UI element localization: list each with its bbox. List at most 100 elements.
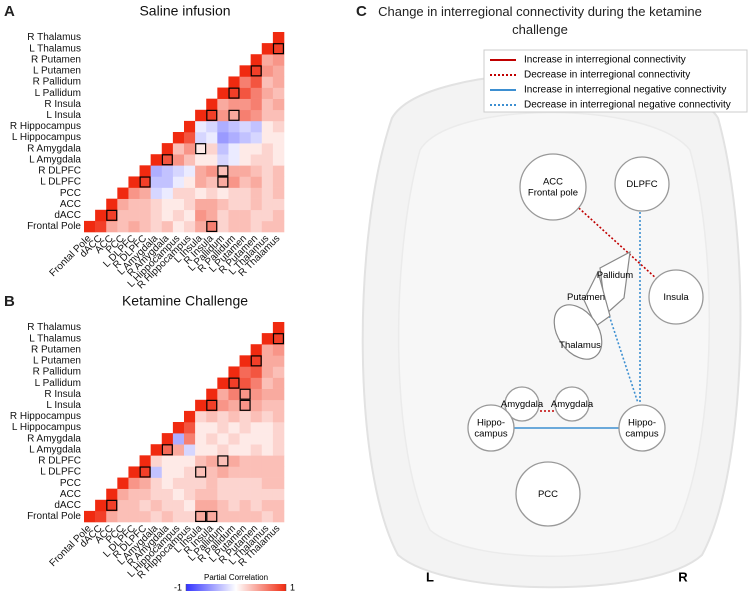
- heatmap-cell: [272, 399, 285, 412]
- heatmap-cell: [161, 510, 174, 523]
- heatmap-cell: [128, 176, 140, 188]
- heatmap-cell: [261, 433, 274, 445]
- heatmap-cell: [139, 499, 151, 512]
- heatmap-cell: [195, 120, 207, 133]
- heatmap-cell: [206, 187, 218, 199]
- heatmap-cell: [261, 198, 274, 211]
- node-label: Thalamus: [559, 340, 601, 351]
- heatmap-cell: [206, 220, 218, 233]
- heatmap-cell: [184, 477, 196, 489]
- heatmap-cell: [261, 510, 274, 523]
- row-label: L DLPFC: [40, 467, 81, 478]
- heatmap-cell: [272, 120, 285, 133]
- heatmap-cell: [95, 510, 107, 523]
- heatmap-cell: [217, 466, 229, 478]
- heatmap-cell: [128, 510, 140, 523]
- heatmap-cell: [239, 176, 251, 188]
- heatmap-cell: [239, 165, 251, 177]
- colorbar: [186, 584, 286, 591]
- significant-outline: [272, 43, 285, 55]
- heatmap-cell: [150, 455, 163, 467]
- heatmap-cell: [117, 187, 129, 199]
- heatmap-cell: [272, 377, 285, 389]
- node-label: Pallidum: [597, 270, 634, 281]
- node-circle: [614, 156, 670, 212]
- heatmap-cell: [228, 388, 240, 401]
- colorbar-tick-label: 1: [290, 582, 295, 592]
- significant-outline: [250, 355, 262, 367]
- node-shape: [553, 304, 603, 360]
- node-label: Amygdala: [501, 399, 544, 410]
- row-label: R Putamen: [31, 54, 81, 65]
- node-label-line: campus: [474, 428, 508, 439]
- heatmap-cell: [239, 377, 251, 389]
- chart-title: Saline infusion: [139, 3, 230, 19]
- node-label-line: Hippo-: [628, 417, 656, 428]
- heatmap-cell: [128, 477, 140, 489]
- node-circle: [467, 404, 515, 452]
- row-label: R Hippocampus: [10, 411, 81, 422]
- heatmap-cell: [206, 399, 218, 412]
- heatmap-cell: [228, 109, 240, 122]
- heatmap-cell: [150, 499, 163, 512]
- heatmap-cell: [195, 132, 207, 144]
- heatmap-cell: [206, 98, 218, 111]
- heatmap-cell: [117, 209, 129, 222]
- heatmap-cell: [117, 499, 129, 512]
- heatmap-cell: [150, 176, 163, 188]
- heatmap-cell: [217, 422, 229, 434]
- node-label: Putamen: [567, 292, 605, 303]
- node-label: DLPFC: [626, 179, 657, 190]
- heatmap-cell: [228, 510, 240, 523]
- row-label: PCC: [60, 188, 81, 199]
- heatmap-cell: [217, 198, 229, 211]
- heatmap-cell: [161, 220, 174, 233]
- colorbar-label: Partial Correlation: [204, 573, 268, 582]
- heatmap-cell: [261, 333, 274, 345]
- heatmap-cell: [195, 499, 207, 512]
- heatmap-cell: [239, 120, 251, 133]
- heatmap-cell: [239, 455, 251, 467]
- row-label: L Amygdala: [29, 444, 81, 455]
- heatmap-cell: [206, 209, 218, 222]
- heatmap-cell: [128, 187, 140, 199]
- heatmap-cell: [261, 220, 274, 233]
- heatmap-cell: [184, 120, 196, 133]
- heatmap-cell: [239, 143, 251, 155]
- heatmap-cell: [172, 165, 185, 177]
- heatmap-cell: [217, 209, 229, 222]
- heatmap-cell: [228, 132, 240, 144]
- row-label: R Insula: [44, 389, 81, 400]
- heatmap-cell: [261, 410, 274, 423]
- heatmap-cell: [250, 76, 263, 88]
- heatmap-cell: [250, 198, 263, 211]
- heatmap-cell: [95, 220, 107, 233]
- heatmap-cell: [150, 477, 163, 489]
- row-label: L Pallidum: [35, 88, 81, 99]
- heatmap-cell: [250, 388, 263, 401]
- heatmap-cell: [228, 444, 240, 456]
- significant-outline: [250, 65, 262, 77]
- significant-outline: [139, 176, 151, 188]
- heatmap-cell: [261, 65, 274, 77]
- row-label: R Amygdala: [27, 143, 81, 154]
- significant-outline: [106, 209, 118, 221]
- heatmap-cell: [172, 488, 185, 501]
- heatmap-cell: [172, 455, 185, 467]
- significant-outline: [217, 455, 229, 467]
- heatmap-cell: [206, 488, 218, 501]
- heatmap-cell: [184, 466, 196, 478]
- node-label: Hippo-campus: [474, 417, 508, 439]
- row-label: ACC: [60, 199, 81, 210]
- heatmap-cell: [239, 510, 251, 523]
- heatmap-cell: [239, 488, 251, 501]
- heatmap-cell: [184, 220, 196, 233]
- heatmap-cell: [217, 220, 229, 233]
- heatmap-cell: [172, 477, 185, 489]
- heatmap-cell: [206, 477, 218, 489]
- heatmap-cell: [217, 455, 229, 467]
- heatmap-cell: [272, 109, 285, 122]
- heatmap-cell: [195, 399, 207, 412]
- heatmap-cell: [172, 209, 185, 222]
- row-label: R DLPFC: [38, 456, 81, 467]
